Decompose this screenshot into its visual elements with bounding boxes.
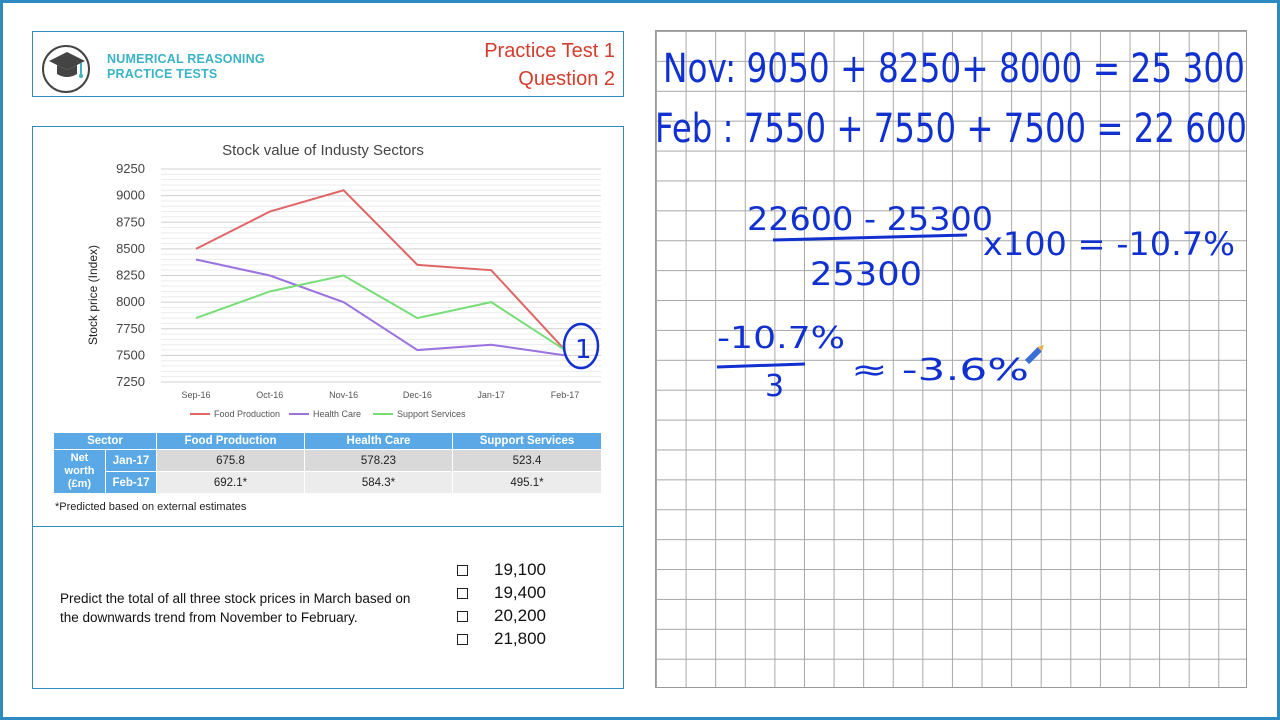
x-tick-label: Nov-16 — [329, 390, 358, 400]
series-line — [195, 189, 566, 351]
chart-panel: Stock value of Industy Sectors 7250 7500 7… — [32, 126, 624, 527]
table-header: Support Services — [452, 432, 602, 450]
option-label: 19,400 — [494, 583, 546, 602]
chart-title: Stock value of Industy Sectors — [222, 142, 424, 159]
y-tick-label: 7250 — [116, 374, 145, 389]
table-header-row: Sector Food Production Health Care Suppo… — [53, 432, 602, 450]
checkbox-icon[interactable] — [457, 633, 468, 645]
net-worth-table: Sector Food Production Health Care Suppo… — [53, 432, 602, 494]
table-header: Health Care — [304, 432, 453, 450]
division-denominator: 3 — [765, 369, 784, 404]
fraction-denominator: 25300 — [810, 255, 922, 293]
answer-option[interactable]: 19,400 — [457, 583, 546, 603]
line-chart: Stock value of Industy Sectors 7250 7500 7… — [86, 142, 601, 419]
table-cell: 584.3* — [304, 471, 453, 494]
x-tick-label: Jan-17 — [477, 390, 505, 400]
legend-label: Food Production — [214, 409, 280, 419]
checkbox-icon[interactable] — [457, 587, 468, 599]
logo — [42, 45, 90, 93]
answer-option[interactable]: 19,100 — [457, 560, 546, 580]
table-cell: 495.1* — [452, 471, 602, 494]
y-tick-label: 7500 — [116, 347, 145, 362]
header-panel: NUMERICAL REASONING PRACTICE TESTS Pract… — [32, 31, 624, 97]
checkbox-icon[interactable] — [457, 564, 468, 576]
legend-label: Support Services — [397, 409, 466, 419]
table-footnote: *Predicted based on external estimates — [55, 501, 247, 513]
row-group-label-line: Net — [70, 452, 89, 464]
question-text: Predict the total of all three stock pri… — [60, 591, 411, 625]
question-panel: Predict the total of all three stock pri… — [32, 527, 624, 689]
y-tick-label: 8500 — [116, 241, 145, 256]
x-tick-label: Dec-16 — [403, 390, 432, 400]
y-tick-label: 7750 — [116, 321, 145, 336]
brand-line-1: NUMERICAL REASONING — [107, 52, 265, 66]
grid-paper — [655, 30, 1247, 688]
brand-name: NUMERICAL REASONING PRACTICE TESTS — [107, 52, 265, 82]
fraction-result: x100 = -10.7% — [983, 225, 1235, 263]
x-tick-label: Feb-17 — [551, 390, 580, 400]
table-row: Net worth (£m) Jan-17 675.8 578.23 523.4 — [53, 449, 602, 494]
row-label: Jan-17 — [105, 449, 157, 472]
checkbox-icon[interactable] — [457, 610, 468, 622]
annotation-circle — [562, 322, 600, 370]
notes-line-1: Nov: 9050 + 8250+ 8000 = 25 300 — [663, 46, 1245, 92]
x-tick-label: Sep-16 — [181, 390, 210, 400]
handwritten-notes: Nov: 9050 + 8250+ 8000 = 25 300 Feb : 75… — [655, 46, 1247, 404]
y-tick-label: 8000 — [116, 294, 145, 309]
row-group-label-line: worth — [64, 465, 95, 477]
annotation-mark: 1 — [575, 335, 592, 365]
test-title: Practice Test 1 — [484, 40, 615, 62]
y-tick-label: 9250 — [116, 161, 145, 176]
division-numerator: -10.7% — [717, 321, 845, 356]
graduation-cap-icon — [49, 52, 85, 78]
table-header: Sector — [53, 432, 157, 450]
division-bar — [716, 362, 806, 369]
y-axis-label: Stock price (Index) — [86, 245, 100, 345]
brand-line-2: PRACTICE TESTS — [107, 67, 218, 81]
notes-line-2: Feb : 7550 + 7550 + 7500 = 22 600 — [655, 106, 1247, 152]
y-tick-label: 8250 — [116, 268, 145, 283]
table-header: Food Production — [156, 432, 305, 450]
fraction-bar — [772, 233, 968, 242]
division-result: ≈ -3.6% — [851, 353, 1029, 388]
row-group-label: Net worth (£m) — [53, 449, 106, 494]
table-row: Feb-17 692.1* 584.3* 495.1* — [54, 471, 602, 494]
y-tick-label: 9000 — [116, 188, 145, 203]
practice-title: Practice Test 1 Question 2 — [484, 37, 615, 93]
option-label: 20,200 — [494, 606, 546, 625]
answer-option[interactable]: 21,800 — [457, 629, 546, 649]
row-group-label-line: (£m) — [67, 478, 92, 490]
x-tick-label: Oct-16 — [256, 390, 283, 400]
series-line — [195, 258, 566, 357]
option-label: 21,800 — [494, 629, 546, 648]
table-cell: 523.4 — [452, 449, 602, 472]
answer-option[interactable]: 20,200 — [457, 606, 546, 626]
table-cell: 578.23 — [304, 449, 453, 472]
pen-icon — [1024, 345, 1044, 365]
legend-label: Health Care — [313, 409, 361, 419]
table-cell: 692.1* — [156, 471, 305, 494]
series-line — [195, 274, 566, 351]
option-label: 19,100 — [494, 560, 546, 579]
y-tick-label: 8750 — [116, 214, 145, 229]
table-cell: 675.8 — [156, 449, 305, 472]
fraction-numerator: 22600 - 25300 — [747, 200, 993, 238]
row-label: Feb-17 — [105, 471, 157, 494]
question-title: Question 2 — [518, 68, 615, 90]
